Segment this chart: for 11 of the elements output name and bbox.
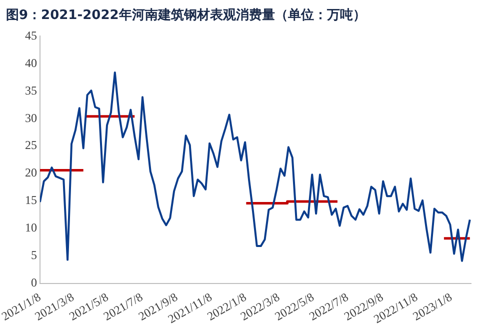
chart-title: 图9：2021-2022年河南建筑钢材表观消费量（单位：万吨） — [5, 7, 367, 25]
y-tick-label: 25 — [24, 138, 37, 152]
y-tick-label: 30 — [24, 110, 37, 125]
y-tick-label: 0 — [30, 276, 37, 290]
y-tick-label: 40 — [24, 56, 37, 70]
y-tick-label: 5 — [30, 248, 37, 262]
y-tick-label: 15 — [24, 193, 37, 208]
y-tick-label: 10 — [24, 220, 37, 235]
y-tick-label: 45 — [24, 28, 37, 42]
y-tick-label: 20 — [24, 166, 37, 180]
y-tick-label: 35 — [24, 83, 37, 98]
